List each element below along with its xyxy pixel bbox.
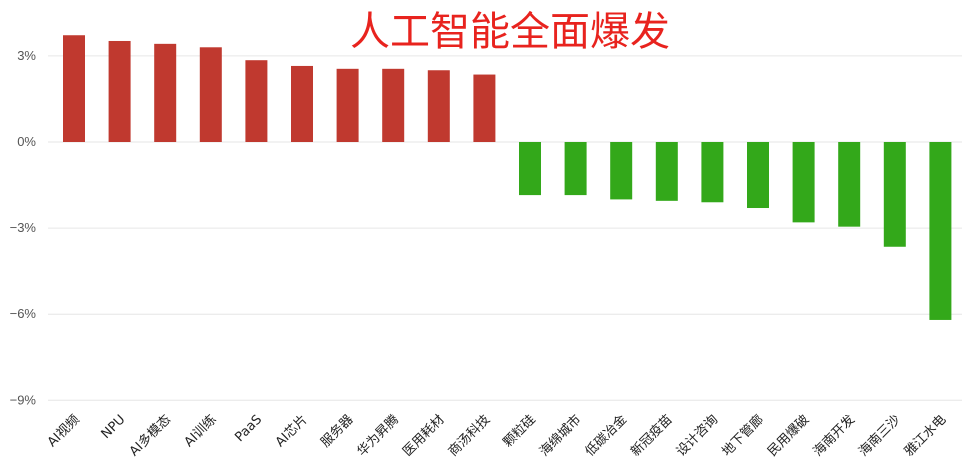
x-tick-label: 海南开发 — [810, 412, 858, 460]
y-tick-label: −3% — [10, 220, 37, 235]
chart-title: 人工智能全面爆发 — [350, 9, 670, 55]
bar — [291, 65, 313, 142]
x-tick-label: 服务器 — [318, 412, 357, 451]
bar — [108, 40, 131, 143]
x-tick-label: 地下管廊 — [719, 412, 767, 460]
bar — [199, 47, 222, 142]
x-tick-label: 海绵城市 — [536, 412, 584, 460]
x-tick-label: AI芯片 — [273, 412, 311, 450]
x-tick-label: 医用耗材 — [400, 412, 447, 459]
bar — [564, 142, 587, 196]
x-tick-label: 低碳冶金 — [582, 412, 630, 460]
bar — [883, 142, 906, 247]
bar — [154, 43, 177, 142]
bar — [336, 68, 359, 142]
bar — [792, 142, 815, 223]
x-tick-label: 商汤科技 — [446, 412, 493, 459]
x-tick-label: 海南三沙 — [856, 412, 904, 460]
gridlines — [48, 55, 962, 401]
y-axis-ticks: 3% 0% −3% −6% −9% — [10, 48, 37, 407]
bar — [245, 60, 268, 142]
bar — [838, 142, 861, 227]
y-tick-label: 0% — [17, 134, 36, 149]
x-tick-label: AI视频 — [45, 412, 83, 450]
x-tick-label: 颗粒硅 — [501, 412, 539, 450]
x-tick-label: 华为昇腾 — [354, 412, 402, 460]
x-tick-label: 设计咨询 — [674, 412, 721, 459]
bar — [63, 35, 85, 142]
bar — [747, 142, 769, 209]
bar — [701, 142, 724, 203]
x-axis-ticks: AI视频 NPUAI多模态 AI训练 PaaS AI芯片 服务器华为昇腾医用耗材商汤科技颗… — [45, 412, 949, 460]
y-tick-label: −6% — [10, 306, 37, 321]
x-tick-label: PaaS — [232, 412, 265, 445]
bar — [427, 70, 450, 142]
bar — [473, 74, 496, 142]
x-tick-label: 民用爆破 — [765, 412, 812, 459]
bar — [929, 142, 952, 320]
x-tick-label: 新冠疫苗 — [628, 412, 676, 460]
bar — [519, 142, 541, 196]
bar — [382, 68, 405, 142]
x-tick-label: AI训练 — [182, 412, 220, 450]
x-tick-label: NPU — [99, 412, 129, 442]
bars — [63, 35, 952, 320]
bar — [655, 142, 678, 201]
x-tick-label: AI多模态 — [126, 412, 174, 460]
y-tick-label: 3% — [17, 48, 36, 63]
x-tick-label: 雅江水电 — [902, 412, 949, 459]
y-tick-label: −9% — [10, 392, 37, 407]
bar — [610, 142, 633, 200]
